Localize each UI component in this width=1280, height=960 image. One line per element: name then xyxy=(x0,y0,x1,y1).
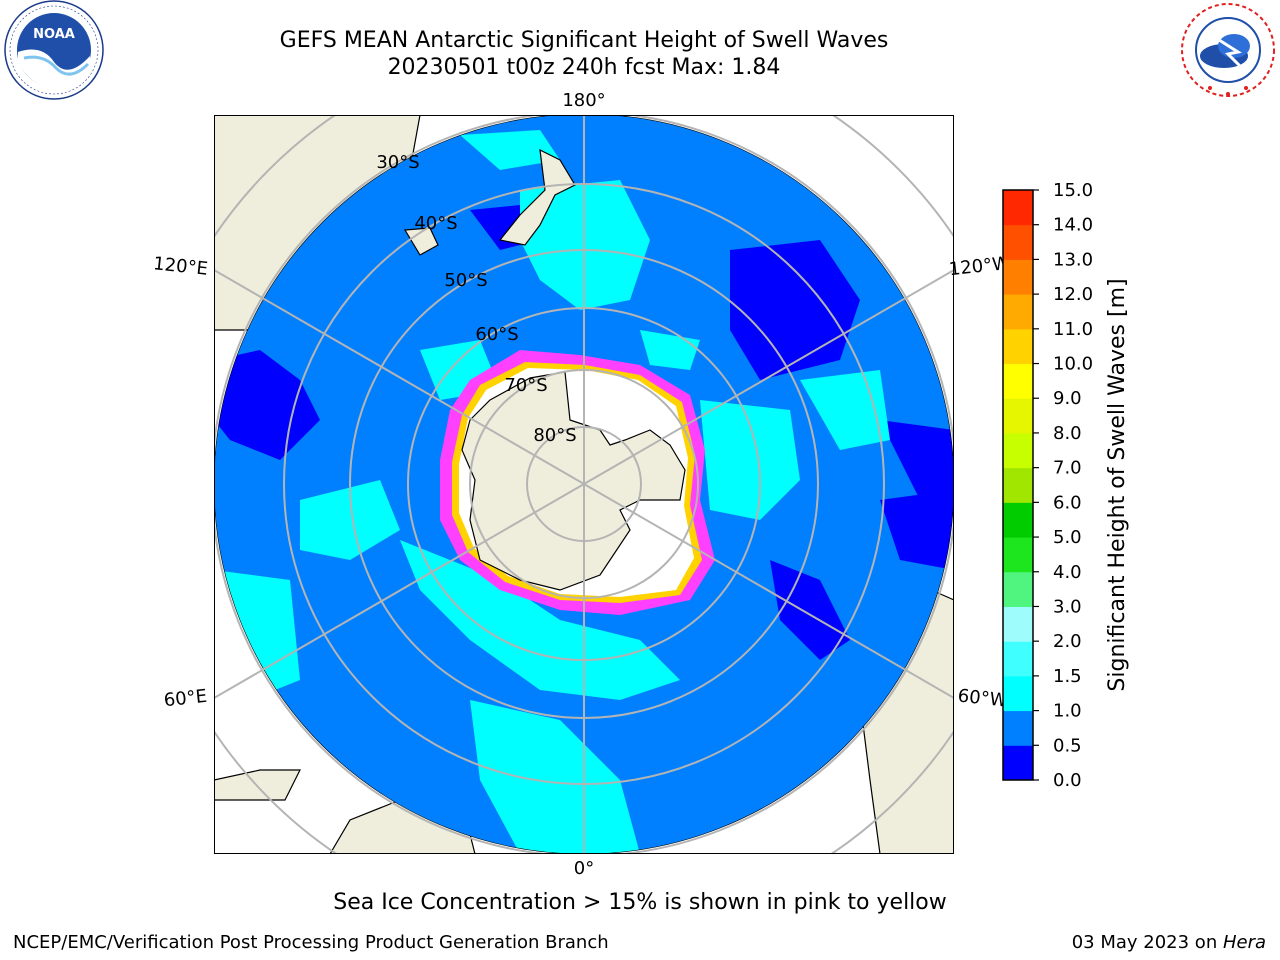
colorbar-tick-label: 3.0 xyxy=(1053,596,1082,617)
land-new-zealand xyxy=(498,148,576,246)
colorbar-tick-label: 1.0 xyxy=(1053,701,1082,722)
lat-label-40s: 40°S xyxy=(414,213,457,234)
colorbar-swatch xyxy=(1003,745,1033,781)
colorbar-tick-label: 12.0 xyxy=(1053,284,1093,305)
colorbar-swatch xyxy=(1003,467,1033,503)
colorbar-frame xyxy=(1002,189,1034,781)
footer-host: Hera xyxy=(1222,932,1266,953)
colorbar-tick-label: 9.0 xyxy=(1053,388,1082,409)
noaa-logo-label: NOAA xyxy=(33,27,75,42)
lon-label-lower-right: 60°W xyxy=(957,685,1009,711)
colorbar-tick-label: 2.0 xyxy=(1053,631,1082,652)
sea-ice-note: Sea Ice Concentration > 15% is shown in … xyxy=(333,890,947,915)
colorbar-swatch xyxy=(1003,328,1033,365)
footer-date: 03 May 2023 on xyxy=(1071,932,1223,953)
graticule xyxy=(214,115,954,854)
footer-left: NCEP/EMC/Verification Post Processing Pr… xyxy=(13,932,609,953)
colorbar-swatch xyxy=(1003,641,1033,677)
colorbar-swatch xyxy=(1003,675,1033,712)
colorbar-tick-label: 7.0 xyxy=(1053,458,1082,479)
lat-label-50s: 50°S xyxy=(444,270,487,291)
colorbar-swatch xyxy=(1003,710,1033,746)
lon-label-top: 180° xyxy=(562,90,605,111)
lat-label-30s: 30°S xyxy=(376,152,419,173)
colorbar-swatch xyxy=(1003,432,1033,469)
colorbar-tick-label: 0.5 xyxy=(1053,735,1082,756)
colorbar-swatch xyxy=(1003,259,1033,295)
colorbar-label: Significant Height of Swell Waves [m] xyxy=(1105,278,1130,691)
colorbar-tick-label: 0.0 xyxy=(1053,770,1082,791)
colorbar-swatch xyxy=(1003,537,1033,573)
lon-label-bottom: 0° xyxy=(574,858,594,879)
lat-label-60s: 60°S xyxy=(475,324,518,345)
colorbar-swatch xyxy=(1003,606,1033,642)
colorbar-swatch xyxy=(1003,363,1033,399)
footer-right: 03 May 2023 on Hera xyxy=(1072,932,1266,953)
colorbar-swatch xyxy=(1003,398,1033,434)
lon-label-lower-left: 60°E xyxy=(163,686,208,711)
chart-subtitle: 20230501 t00z 240h fcst Max: 1.84 xyxy=(387,55,781,80)
colorbar-tick-label: 11.0 xyxy=(1053,319,1093,340)
colorbar-swatch xyxy=(1003,502,1033,538)
colorbar-swatch xyxy=(1003,294,1033,330)
land-tasmania xyxy=(403,227,439,256)
colorbar-swatch xyxy=(1003,571,1033,607)
colorbar-tick-label: 13.0 xyxy=(1053,249,1093,270)
colorbar-swatch xyxy=(1003,190,1033,226)
colorbar-tick-label: 4.0 xyxy=(1053,562,1082,583)
colorbar-tick-label: 6.0 xyxy=(1053,492,1082,513)
chart-title: GEFS MEAN Antarctic Significant Height o… xyxy=(279,28,889,53)
colorbar-tick-label: 5.0 xyxy=(1053,527,1082,548)
colorbar-tick-label: 8.0 xyxy=(1053,423,1082,444)
nws-logo-icon xyxy=(1180,2,1276,98)
colorbar-tick-label: 1.5 xyxy=(1053,666,1082,687)
colorbar-tick-label: 14.0 xyxy=(1053,215,1093,236)
lat-label-80s: 80°S xyxy=(533,425,576,446)
colorbar-swatch xyxy=(1003,224,1033,260)
lat-label-70s: 70°S xyxy=(504,375,547,396)
colorbar-tick-label: 15.0 xyxy=(1053,180,1093,201)
noaa-logo-icon: NOAA xyxy=(4,0,104,100)
colorbar-tick-label: 10.0 xyxy=(1053,354,1093,375)
